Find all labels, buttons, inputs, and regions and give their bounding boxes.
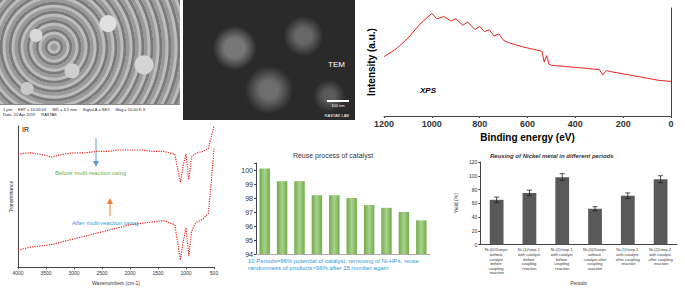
svg-text:coupling: coupling <box>554 261 571 267</box>
svg-text:1000: 1000 <box>422 119 442 129</box>
svg-text:without: without <box>588 251 602 257</box>
svg-text:95: 95 <box>245 237 253 244</box>
svg-text:reaction: reaction <box>620 261 635 266</box>
svg-text:120: 120 <box>469 159 478 165</box>
svg-text:with catalyst: with catalyst <box>649 251 673 257</box>
svg-text:reaction: reaction <box>522 266 536 271</box>
svg-text:catalyst after: catalyst after <box>583 256 607 262</box>
svg-text:coupling: coupling <box>521 261 538 267</box>
svg-text:1000: 1000 <box>180 270 191 276</box>
svg-text:Ni-(2)/step 1: Ni-(2)/step 1 <box>550 247 574 253</box>
svg-text:94: 94 <box>245 251 253 258</box>
html-text:Date :10 Apr 2019: Date :10 Apr 2019 <box>3 111 36 117</box>
svg-text:Ni-(0)/2steps: Ni-(0)/2steps <box>583 247 607 253</box>
svg-text:before: before <box>556 256 569 262</box>
svg-text:Ni-(1)/step 1: Ni-(1)/step 1 <box>517 247 541 253</box>
svg-text:800: 800 <box>472 119 487 129</box>
svg-text:without: without <box>489 251 504 257</box>
svg-text:after coupling: after coupling <box>648 256 673 262</box>
svg-text:catalyst: catalyst <box>489 256 504 262</box>
svg-text:before: before <box>490 261 503 267</box>
svg-text:with catalyst: with catalyst <box>550 251 574 257</box>
svg-text:97: 97 <box>245 209 253 216</box>
svg-text:100: 100 <box>241 167 253 174</box>
html-text:WD = 4.5 mm: WD = 4.5 mm <box>52 106 77 112</box>
svg-text:1500: 1500 <box>152 270 163 276</box>
svg-text:500: 500 <box>210 270 219 276</box>
svg-text:Before multi-reaction using: Before multi-reaction using <box>55 170 126 176</box>
html-text:EHT = 10.00 kV: EHT = 10.00 kV <box>18 106 47 112</box>
svg-text:Wavenumbers (cm-1): Wavenumbers (cm-1) <box>92 280 140 286</box>
svg-text:before: before <box>523 256 536 262</box>
svg-text:randomness of products>96% aft: randomness of products>96% after 15 numb… <box>248 265 388 271</box>
svg-text:Ni-(0)/2steps: Ni-(0)/2steps <box>484 247 509 253</box>
svg-text:Periods: Periods <box>570 280 587 286</box>
svg-text:200: 200 <box>616 119 631 129</box>
svg-text:2000: 2000 <box>124 270 135 276</box>
svg-text:reaction: reaction <box>588 266 602 271</box>
svg-text:coupling: coupling <box>586 261 604 267</box>
svg-text:40: 40 <box>472 214 478 220</box>
svg-text:reaction: reaction <box>555 266 569 271</box>
svg-text:3500: 3500 <box>40 270 51 276</box>
svg-text:with catalyst: with catalyst <box>616 251 640 257</box>
svg-text:Binding energy (eV): Binding energy (eV) <box>480 132 574 143</box>
html-text:RASTAK LAB: RASTAK LAB <box>324 113 349 118</box>
svg-text:Ni-(2)/step 2: Ni-(2)/step 2 <box>649 247 673 253</box>
svg-text:600: 600 <box>520 119 535 129</box>
svg-text:Intensity (a.u.): Intensity (a.u.) <box>366 28 377 96</box>
svg-text:10 Periods=96% potential of ca: 10 Periods=96% potential of catalyst, re… <box>248 258 421 264</box>
svg-text:96: 96 <box>245 223 253 230</box>
svg-text:98: 98 <box>245 195 253 202</box>
html-text:1 μm: 1 μm <box>3 106 12 112</box>
svg-text:Ni-(1)/step 1: Ni-(1)/step 1 <box>616 247 640 253</box>
svg-text:reaction: reaction <box>490 270 504 275</box>
svg-text:3000: 3000 <box>68 270 79 276</box>
svg-text:After multi-reaction using: After multi-reaction using <box>72 220 139 226</box>
svg-text:4000: 4000 <box>12 270 23 276</box>
svg-text:Reusing of Nickel metal in dif: Reusing of Nickel metal in different per… <box>490 153 614 159</box>
svg-text:80: 80 <box>472 187 478 193</box>
svg-text:IR: IR <box>22 126 29 133</box>
html-text:Mag = 10.00 K X: Mag = 10.00 K X <box>115 106 146 112</box>
svg-text:Transmittance: Transmittance <box>8 181 14 213</box>
svg-text:Yield (%): Yield (%) <box>453 193 459 213</box>
svg-text:1200: 1200 <box>374 119 394 129</box>
svg-text:XPS: XPS <box>419 86 437 95</box>
html-text:Signal A = SE2: Signal A = SE2 <box>82 106 110 112</box>
svg-text:0: 0 <box>474 242 477 248</box>
svg-text:after coupling: after coupling <box>615 256 640 262</box>
svg-text:20: 20 <box>472 228 478 234</box>
html-text:TEM: TEM <box>328 60 345 69</box>
svg-text:Reuse process of catalyst: Reuse process of catalyst <box>293 152 373 160</box>
svg-text:99: 99 <box>245 181 253 188</box>
svg-text:2500: 2500 <box>96 270 107 276</box>
svg-text:400: 400 <box>568 119 583 129</box>
svg-text:with catalyst: with catalyst <box>518 251 541 257</box>
html-text:RASTAK: RASTAK <box>41 111 57 117</box>
svg-text:reaction: reaction <box>653 261 668 266</box>
svg-text:coupling: coupling <box>488 265 505 271</box>
html-text:100 nm: 100 nm <box>331 103 345 108</box>
svg-text:100: 100 <box>469 173 478 179</box>
svg-text:0: 0 <box>668 119 673 129</box>
svg-text:60: 60 <box>472 200 478 206</box>
